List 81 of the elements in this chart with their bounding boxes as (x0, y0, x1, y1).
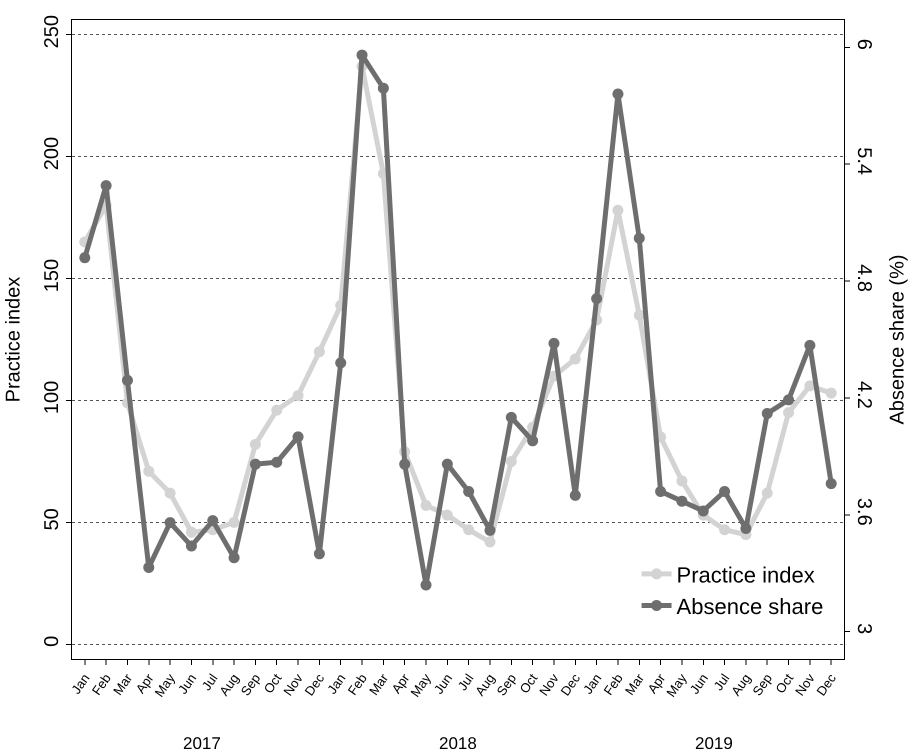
point (676, 475, 688, 486)
legend-label: Practice index (676, 562, 815, 588)
point (292, 431, 304, 442)
point (804, 340, 816, 351)
text: 2017 (183, 734, 221, 749)
y2-tick-label: 3 (853, 623, 875, 634)
point (250, 458, 261, 470)
point (314, 346, 325, 358)
point (420, 500, 432, 511)
point (570, 490, 581, 501)
legend-label: Absence share (676, 594, 824, 620)
point (634, 232, 645, 244)
point (186, 540, 197, 552)
point (292, 390, 304, 402)
point (250, 438, 261, 450)
point (548, 338, 560, 349)
y-tick-label: 150 (41, 258, 63, 292)
point (591, 293, 602, 304)
point (100, 180, 112, 192)
point (719, 486, 730, 497)
point (335, 357, 346, 368)
x-tick-label: Oct (260, 670, 285, 696)
x-tick-label: Jul (198, 670, 221, 694)
point (463, 486, 474, 497)
y-tick-label: 250 (41, 14, 63, 48)
point (612, 88, 624, 100)
point (314, 548, 325, 560)
y2-tick-label: 3.6 (853, 498, 875, 526)
point (612, 204, 624, 216)
point (271, 404, 282, 416)
point (378, 82, 389, 94)
point (527, 435, 538, 446)
point (655, 486, 666, 497)
point (698, 505, 709, 516)
y-tick-label: 0 (41, 636, 63, 647)
y-tick-label: 50 (41, 508, 63, 531)
y-axis-title: Practice index (2, 276, 24, 402)
point (740, 522, 752, 534)
point (143, 562, 154, 573)
point (719, 524, 730, 536)
point (506, 456, 517, 467)
point (399, 458, 410, 470)
point (463, 524, 474, 536)
point (164, 517, 176, 528)
x-tick-label: Jun (174, 670, 200, 697)
point (420, 579, 432, 590)
point (442, 458, 453, 470)
point (484, 536, 496, 548)
point (79, 252, 90, 264)
point (122, 374, 133, 386)
text: 2018 (439, 734, 477, 749)
point (762, 488, 773, 499)
point (228, 516, 240, 528)
point (570, 354, 581, 365)
y2-axis-title: Absence share (%) (886, 254, 908, 425)
y2-tick-label: 4.2 (853, 381, 875, 409)
y2-tick-label: 6 (853, 38, 875, 50)
y-tick-label: 200 (41, 136, 63, 170)
point (356, 50, 368, 61)
point (506, 412, 517, 423)
x-tick-label: Jun (430, 670, 456, 697)
point (442, 510, 453, 521)
point (186, 526, 197, 538)
point (484, 524, 496, 536)
point (207, 515, 218, 526)
point (164, 488, 176, 499)
point (228, 552, 240, 564)
point (143, 466, 154, 477)
y2-tick-label: 4.8 (853, 264, 875, 292)
x-tick-label: Oct (516, 670, 541, 696)
x-tick-label: Jun (686, 670, 712, 697)
point (826, 478, 837, 490)
point (783, 394, 794, 406)
point (676, 496, 688, 507)
y-tick-label: 100 (41, 380, 63, 414)
point (762, 408, 773, 420)
text: 2019 (695, 734, 733, 749)
point (783, 407, 794, 418)
point (826, 388, 837, 399)
point (271, 456, 282, 468)
y2-tick-label: 5.4 (853, 147, 875, 176)
